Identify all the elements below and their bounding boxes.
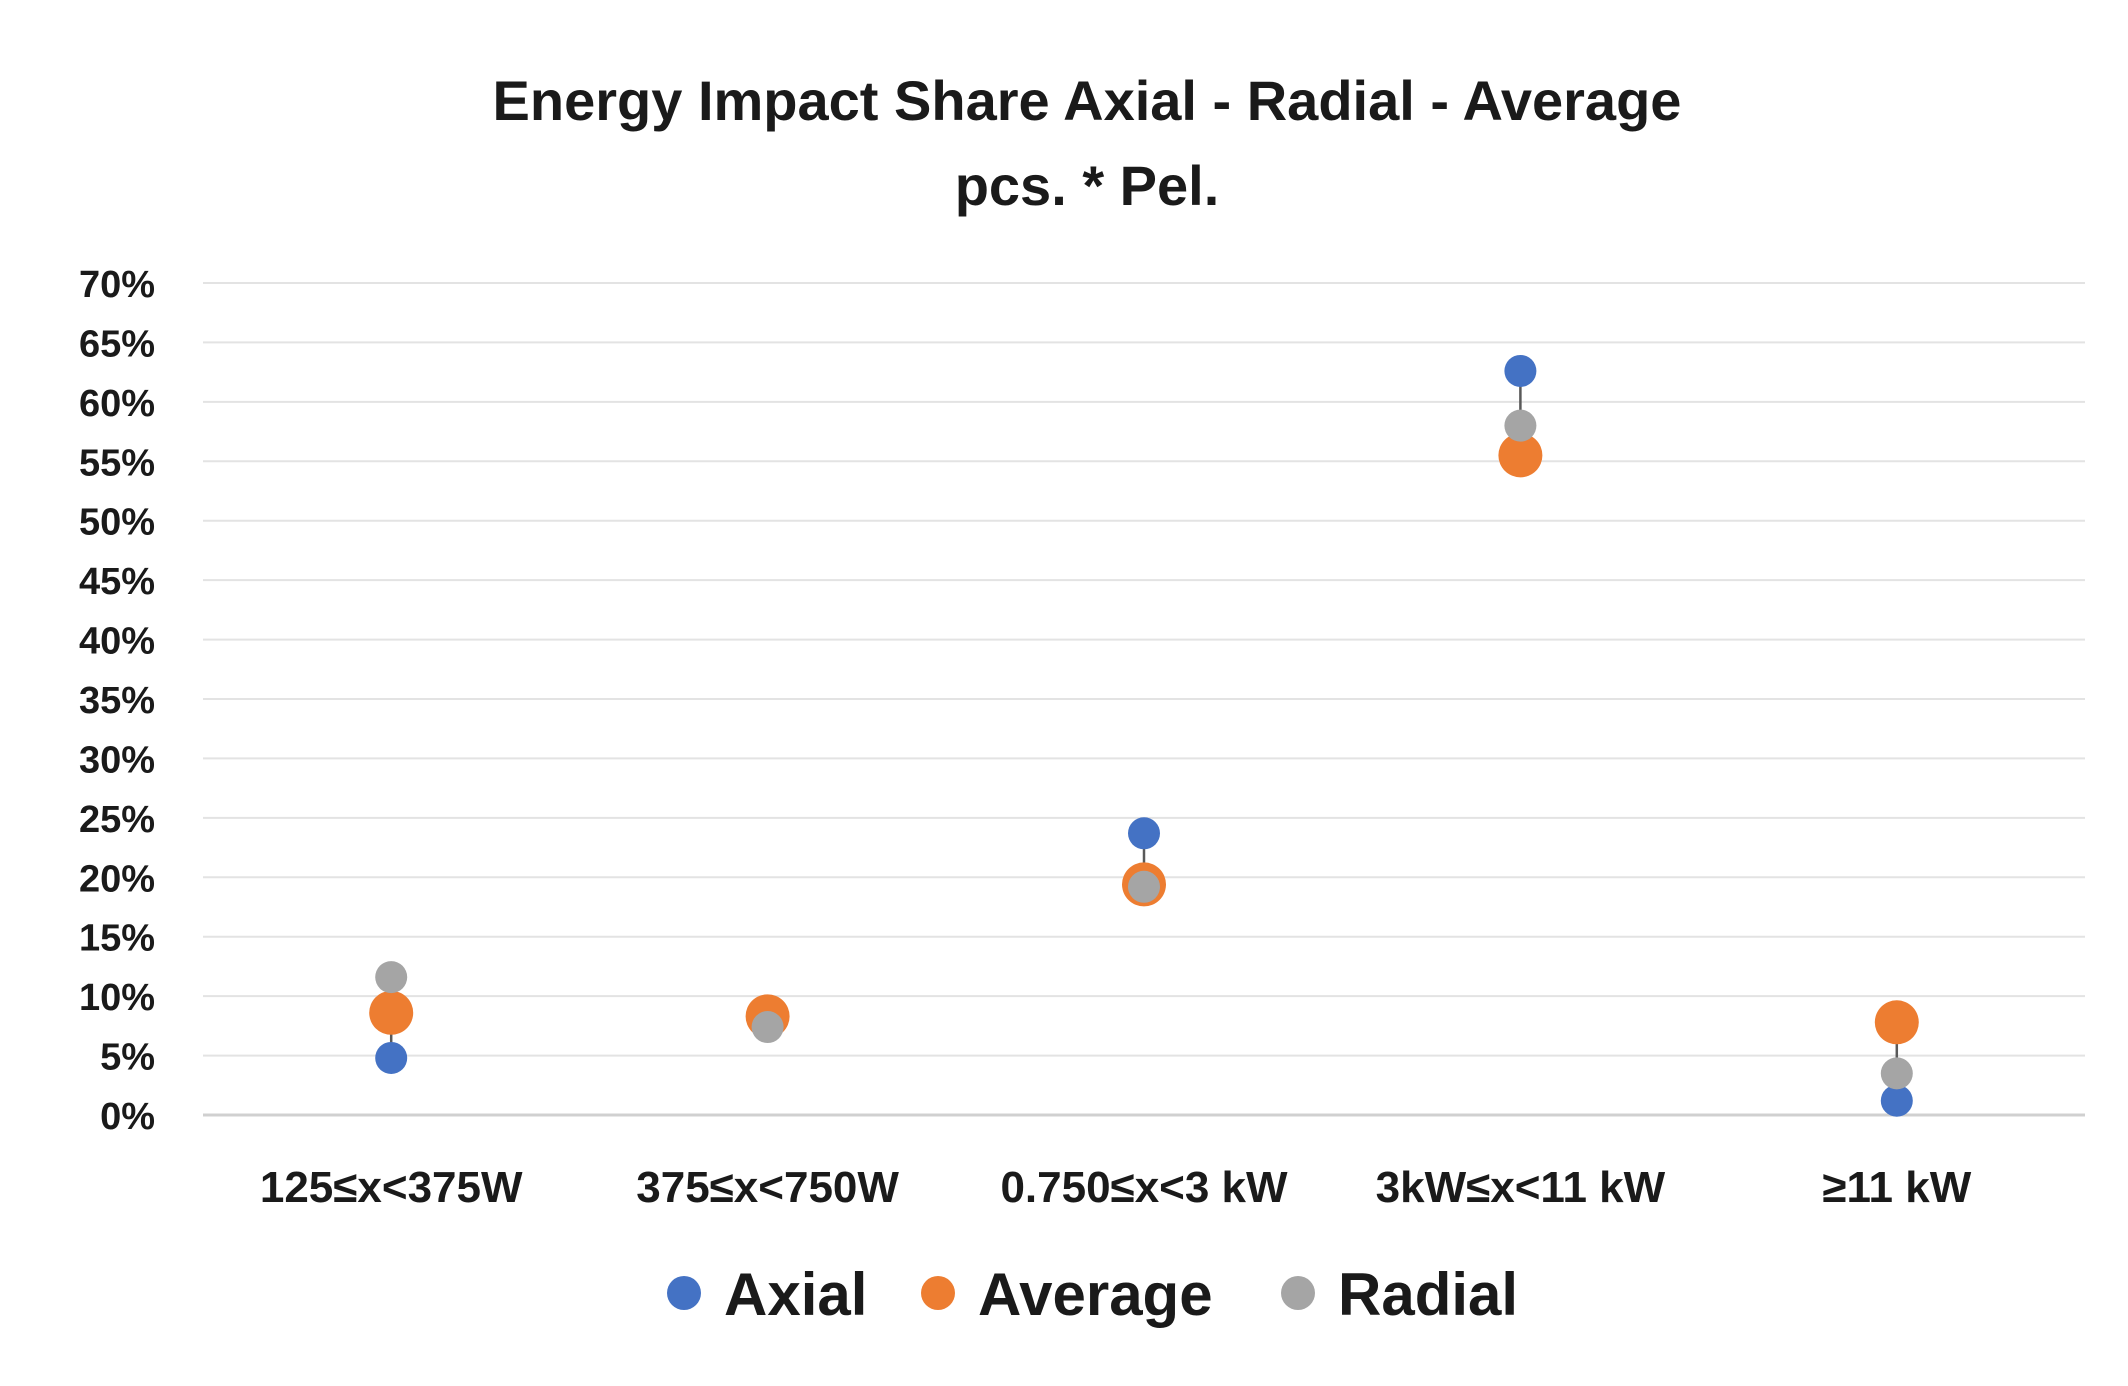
- y-tick-label: 10%: [79, 977, 155, 1019]
- y-tick-label: 40%: [79, 621, 155, 663]
- y-axis-tick-labels: 0% 5% 10% 15% 20% 25% 30% 35% 40% 45% 50% 55% 60% 65%…: [79, 264, 155, 1138]
- data-point-axial: [375, 1042, 407, 1074]
- legend-marker-axial: [667, 1276, 701, 1310]
- grid-lines: [203, 283, 2085, 1115]
- y-tick-label: 65%: [79, 323, 155, 365]
- chart-container: Energy Impact Share Axial - Radial - Ave…: [0, 0, 2128, 1386]
- data-point-axial: [1504, 355, 1536, 387]
- data-point-average: [369, 991, 413, 1035]
- y-tick-label: 30%: [79, 739, 155, 781]
- y-tick-label: 50%: [79, 502, 155, 544]
- y-tick-label: 0%: [100, 1096, 155, 1138]
- y-tick-label: 20%: [79, 858, 155, 900]
- data-point-radial: [375, 961, 407, 993]
- data-point-average: [1875, 1000, 1919, 1044]
- x-axis-tick-labels: 125≤x<375W 375≤x<750W 0.750≤x<3 kW 3kW≤x<11…: [260, 1163, 1972, 1212]
- legend: Axial Average Radial: [667, 1261, 1518, 1328]
- legend-label-axial: Axial: [724, 1261, 867, 1328]
- y-tick-label: 15%: [79, 918, 155, 960]
- y-tick-label: 70%: [79, 264, 155, 306]
- x-tick-label: 375≤x<750W: [636, 1163, 899, 1212]
- scatter-chart: Energy Impact Share Axial - Radial - Ave…: [0, 0, 2128, 1386]
- data-points: [369, 355, 1919, 1117]
- data-point-axial: [1128, 817, 1160, 849]
- data-point-radial: [1881, 1057, 1913, 1089]
- data-point-radial: [1128, 871, 1160, 903]
- legend-marker-average: [921, 1276, 955, 1310]
- y-tick-label: 25%: [79, 799, 155, 841]
- range-connectors: [391, 371, 1897, 1101]
- y-tick-label: 35%: [79, 680, 155, 722]
- chart-subtitle: pcs. * Pel.: [955, 154, 1220, 217]
- x-tick-label: ≥11 kW: [1822, 1163, 1971, 1212]
- chart-title: Energy Impact Share Axial - Radial - Ave…: [493, 69, 1682, 132]
- x-tick-label: 0.750≤x<3 kW: [1000, 1163, 1288, 1212]
- data-point-radial: [1504, 410, 1536, 442]
- data-point-axial: [1881, 1085, 1913, 1117]
- x-tick-label: 125≤x<375W: [260, 1163, 523, 1212]
- y-tick-label: 55%: [79, 442, 155, 484]
- y-tick-label: 60%: [79, 383, 155, 425]
- data-point-radial: [752, 1011, 784, 1043]
- x-tick-label: 3kW≤x<11 kW: [1376, 1163, 1666, 1212]
- y-tick-label: 45%: [79, 561, 155, 603]
- legend-label-radial: Radial: [1338, 1261, 1518, 1328]
- legend-label-average: Average: [978, 1261, 1213, 1328]
- legend-marker-radial: [1281, 1276, 1315, 1310]
- y-tick-label: 5%: [100, 1037, 155, 1079]
